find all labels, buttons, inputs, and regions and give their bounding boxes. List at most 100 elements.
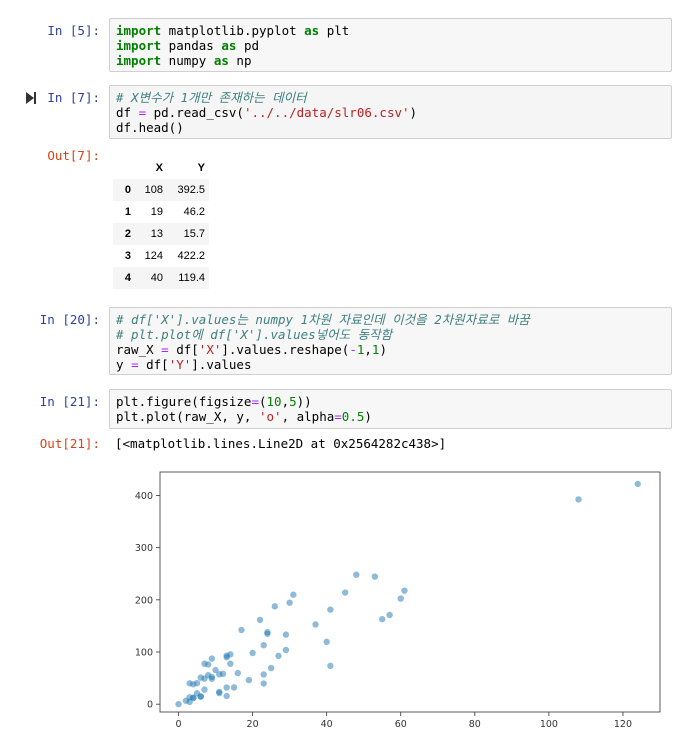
data-point [271, 603, 279, 610]
output-prompt: Out[7]: [47, 148, 100, 163]
data-point [264, 629, 271, 636]
code-line: plt.plot(raw_X, y, 'o', alpha=0.5) [116, 409, 372, 424]
table-header-row: X Y [113, 157, 209, 179]
dataframe-table: X Y 0 108 392.5 1 19 46.2 2 13 15.7 3 124 422.2 … [113, 157, 209, 289]
table-cell: 19 [150, 206, 163, 218]
table-cell: 40 [150, 272, 163, 284]
code-input[interactable]: plt.figure(figsize=(10,5)) plt.plot(raw_… [109, 389, 672, 429]
data-point [227, 660, 234, 667]
code-line: df.head() [116, 120, 184, 135]
plot-frame [159, 471, 661, 713]
data-point [275, 652, 282, 660]
data-point [227, 651, 234, 658]
data-point [634, 480, 641, 488]
data-point [197, 693, 204, 700]
data-point [193, 679, 201, 687]
data-point [397, 595, 404, 602]
data-point [401, 587, 408, 594]
y-tick-label: 0 [147, 700, 153, 711]
scatter-plot: 0 20 40 60 80 100 120 0 100 200 300 400 [135, 471, 661, 730]
data-point [234, 669, 241, 677]
data-point [186, 680, 193, 687]
data-point [212, 666, 219, 674]
code-input[interactable]: import matplotlib.pyplot as plt import p… [109, 18, 672, 72]
x-tick-label: 120 [614, 719, 632, 730]
table-row: 3 124 422.2 [113, 245, 209, 267]
data-point [290, 591, 297, 598]
code-line: raw_X = df['X'].values.reshape(-1,1) [116, 342, 387, 357]
data-point [197, 674, 204, 681]
table-row: 0 108 392.5 [113, 179, 209, 201]
data-point [353, 571, 360, 578]
data-point [249, 649, 256, 657]
table-cell: 108 [144, 184, 163, 196]
data-point [223, 684, 230, 691]
code-input[interactable]: # X변수가 1개만 존재하는 데이터 df = pd.read_csv('..… [109, 85, 672, 139]
code-line: df = pd.read_csv('../../data/slr06.csv') [116, 105, 418, 120]
code-input[interactable]: # df['X'].values는 numpy 1차원 자료인데 이것을 2차원… [109, 307, 672, 375]
x-tick-label: 20 [247, 719, 259, 730]
data-point [341, 589, 349, 596]
input-prompt: In [20]: [39, 312, 100, 327]
data-point [267, 664, 275, 672]
code-line: import pandas as pd [116, 38, 260, 53]
row-index: 0 [124, 184, 131, 196]
table-cell: 15.7 [183, 228, 205, 240]
table-row: 1 19 46.2 [113, 201, 209, 223]
y-tick-label: 100 [135, 648, 153, 659]
output-prompt: Out[21]: [39, 436, 100, 451]
y-tick-label: 400 [135, 491, 153, 502]
code-line: # X변수가 1개만 존재하는 데이터 [116, 90, 307, 105]
code-line: # df['X'].values는 numpy 1차원 자료인데 이것을 2차원… [116, 312, 530, 327]
input-prompt: In [5]: [47, 23, 100, 38]
data-point [223, 692, 230, 700]
data-point [238, 626, 245, 634]
run-cell-icon[interactable] [26, 92, 36, 104]
table-cell: 124 [144, 250, 163, 262]
data-point [256, 616, 264, 624]
x-tick-label: 40 [321, 719, 333, 730]
code-line: y = df['Y'].values [116, 357, 252, 372]
x-tick-label: 100 [540, 719, 558, 730]
table-cell: 13 [150, 228, 163, 240]
output-text: [<matplotlib.lines.Line2D at 0x2564282c4… [115, 436, 447, 451]
index-header [113, 157, 135, 179]
data-point [219, 670, 227, 678]
table-cell: 46.2 [183, 206, 205, 218]
data-point [208, 655, 216, 662]
y-tick-label: 300 [135, 543, 153, 554]
data-point [216, 689, 223, 697]
x-tick-label: 60 [395, 719, 407, 730]
row-index: 4 [124, 272, 131, 284]
data-point [190, 694, 197, 701]
data-point [327, 662, 334, 670]
data-point [175, 700, 182, 708]
data-point [260, 642, 267, 649]
data-point [260, 680, 267, 687]
data-point [371, 573, 379, 580]
table-row: 2 13 15.7 [113, 223, 209, 245]
data-point [204, 671, 212, 679]
data-point [245, 676, 253, 684]
code-line: # plt.plot에 df['X'].values넣어도 동작함 [116, 327, 393, 342]
data-point [386, 611, 393, 619]
data-point [204, 661, 212, 668]
input-prompt: In [21]: [39, 394, 100, 409]
column-header: X [155, 162, 163, 174]
data-point [260, 671, 267, 678]
column-header: Y [197, 162, 205, 174]
code-line: import matplotlib.pyplot as plt [116, 23, 350, 38]
data-point [323, 638, 330, 646]
data-point [282, 631, 290, 638]
code-line: plt.figure(figsize=(10,5)) [116, 394, 312, 409]
table-cell: 119.4 [178, 272, 205, 284]
data-point [286, 599, 293, 606]
table-row: 4 40 119.4 [113, 267, 209, 289]
data-point [282, 646, 290, 654]
data-point [327, 606, 334, 613]
y-tick-label: 200 [135, 595, 153, 606]
input-prompt: In [7]: [47, 90, 100, 105]
table-cell: 422.2 [177, 250, 205, 262]
row-index: 2 [124, 228, 131, 240]
row-index: 1 [124, 206, 131, 218]
